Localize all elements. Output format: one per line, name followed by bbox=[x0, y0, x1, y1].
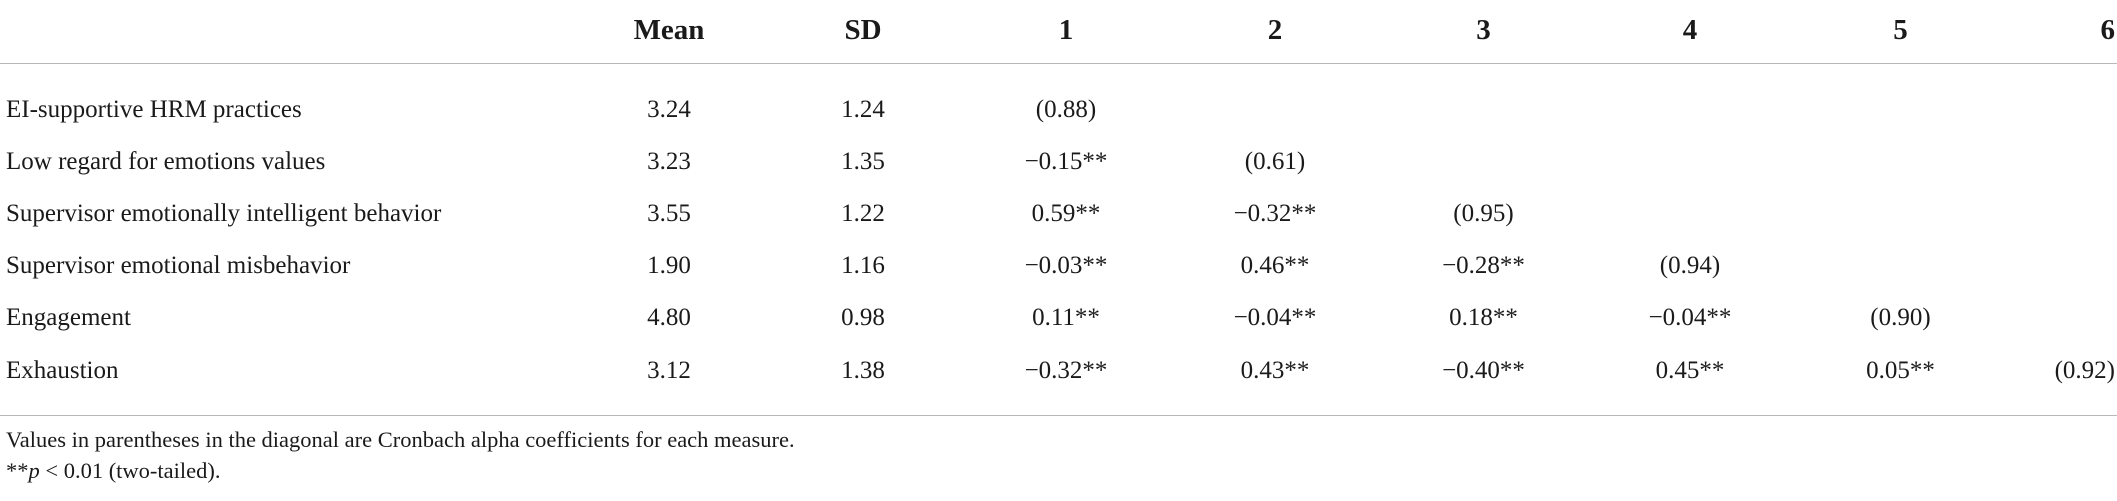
cell-3 bbox=[1381, 136, 1586, 188]
header-cell-6: 6 bbox=[2100, 13, 2116, 46]
row-spacer bbox=[0, 64, 2117, 84]
cell-5 bbox=[1794, 188, 2007, 240]
cell-2 bbox=[1169, 84, 1381, 136]
cell-1: (0.88) bbox=[1035, 95, 1097, 123]
table-row: EI-supportive HRM practices 3.24 1.24 (0… bbox=[0, 84, 2117, 136]
cell-2: −0.32** bbox=[1233, 199, 1317, 227]
footnote-threshold: < 0.01 (two-tailed). bbox=[39, 458, 221, 483]
cell-mean: 3.55 bbox=[647, 199, 691, 227]
cell-4: −0.04** bbox=[1648, 304, 1732, 332]
cell-mean: 3.23 bbox=[647, 147, 691, 175]
cell-mean: 3.24 bbox=[647, 95, 691, 123]
table-row: Supervisor emotionally intelligent behav… bbox=[0, 188, 2117, 240]
cell-3: 0.18** bbox=[1449, 304, 1518, 332]
header-cell-4: 4 bbox=[1682, 13, 1698, 46]
cell-mean: 1.90 bbox=[647, 252, 691, 280]
cell-sd: 0.98 bbox=[841, 304, 885, 332]
cell-1: 0.59** bbox=[1031, 199, 1101, 227]
table-row: Engagement 4.80 0.98 0.11** −0.04** 0.18… bbox=[0, 292, 2117, 344]
cell-6: (0.92) bbox=[2054, 356, 2115, 384]
cell-5: 0.05** bbox=[1866, 356, 1935, 384]
cell-1: −0.03** bbox=[1024, 252, 1108, 280]
cell-2: −0.04** bbox=[1233, 304, 1317, 332]
row-label: Supervisor emotionally intelligent behav… bbox=[6, 199, 442, 227]
cell-sd: 1.35 bbox=[841, 147, 885, 175]
table-bottom-divider bbox=[0, 414, 2117, 416]
header-divider bbox=[0, 62, 2117, 64]
header-cell-1: 1 bbox=[1058, 13, 1074, 46]
cell-3: −0.40** bbox=[1442, 356, 1525, 384]
cell-6 bbox=[2007, 84, 2117, 136]
table-row: Low regard for emotions values 3.23 1.35… bbox=[0, 136, 2117, 188]
cell-mean: 4.80 bbox=[647, 304, 691, 332]
header-cell-3: 3 bbox=[1476, 13, 1491, 46]
table-footnotes: Values in parentheses in the diagonal ar… bbox=[6, 424, 795, 486]
cell-1: −0.15** bbox=[1024, 147, 1108, 175]
cell-1: 0.11** bbox=[1032, 304, 1100, 332]
table-header-row: Mean SD 1 2 3 4 5 6 bbox=[0, 0, 2117, 63]
footnote-cronbach: Values in parentheses in the diagonal ar… bbox=[6, 427, 795, 452]
cell-3 bbox=[1381, 84, 1586, 136]
footnote-significance: **p < 0.01 (two-tailed). bbox=[6, 455, 795, 486]
cell-sd: 1.22 bbox=[841, 199, 885, 227]
cell-4 bbox=[1586, 84, 1794, 136]
footnote-asterisks: ** bbox=[6, 458, 29, 483]
cell-4 bbox=[1586, 188, 1794, 240]
cell-3: (0.95) bbox=[1453, 199, 1514, 227]
cell-mean: 3.12 bbox=[647, 356, 691, 384]
table-row: Exhaustion 3.12 1.38 −0.32** 0.43** −0.4… bbox=[0, 344, 2117, 396]
cell-6 bbox=[2007, 240, 2117, 292]
cell-3: −0.28** bbox=[1442, 252, 1525, 280]
cell-4: (0.94) bbox=[1659, 252, 1721, 280]
cell-5 bbox=[1794, 240, 2007, 292]
row-label: EI-supportive HRM practices bbox=[6, 95, 302, 123]
row-spacer bbox=[0, 397, 2117, 416]
cell-6 bbox=[2007, 136, 2117, 188]
cell-sd: 1.16 bbox=[841, 252, 885, 280]
row-label: Engagement bbox=[6, 304, 131, 332]
footnote-p-symbol: p bbox=[28, 458, 40, 483]
cell-1: −0.32** bbox=[1024, 356, 1108, 384]
cell-2: (0.61) bbox=[1244, 147, 1306, 175]
row-label: Supervisor emotional misbehavior bbox=[6, 252, 351, 280]
header-cell-label bbox=[0, 0, 575, 63]
row-label: Low regard for emotions values bbox=[6, 147, 326, 175]
correlation-table: Mean SD 1 2 3 4 5 6 EI-supportive HRM pr… bbox=[0, 0, 2117, 416]
cell-sd: 1.38 bbox=[841, 356, 885, 384]
cell-6 bbox=[2007, 188, 2117, 240]
cell-4: 0.45** bbox=[1655, 356, 1725, 384]
cell-5 bbox=[1794, 136, 2007, 188]
cell-2: 0.46** bbox=[1240, 252, 1310, 280]
cell-4 bbox=[1586, 136, 1794, 188]
header-cell-sd: SD bbox=[844, 13, 882, 46]
cell-sd: 1.24 bbox=[841, 95, 885, 123]
header-cell-5: 5 bbox=[1893, 13, 1908, 46]
cell-6 bbox=[2007, 292, 2117, 344]
header-cell-mean: Mean bbox=[633, 13, 705, 46]
cell-2: 0.43** bbox=[1240, 356, 1310, 384]
header-cell-2: 2 bbox=[1267, 13, 1283, 46]
row-label: Exhaustion bbox=[6, 356, 119, 384]
table-row: Supervisor emotional misbehavior 1.90 1.… bbox=[0, 240, 2117, 292]
cell-5 bbox=[1794, 84, 2007, 136]
cell-5: (0.90) bbox=[1870, 304, 1931, 332]
